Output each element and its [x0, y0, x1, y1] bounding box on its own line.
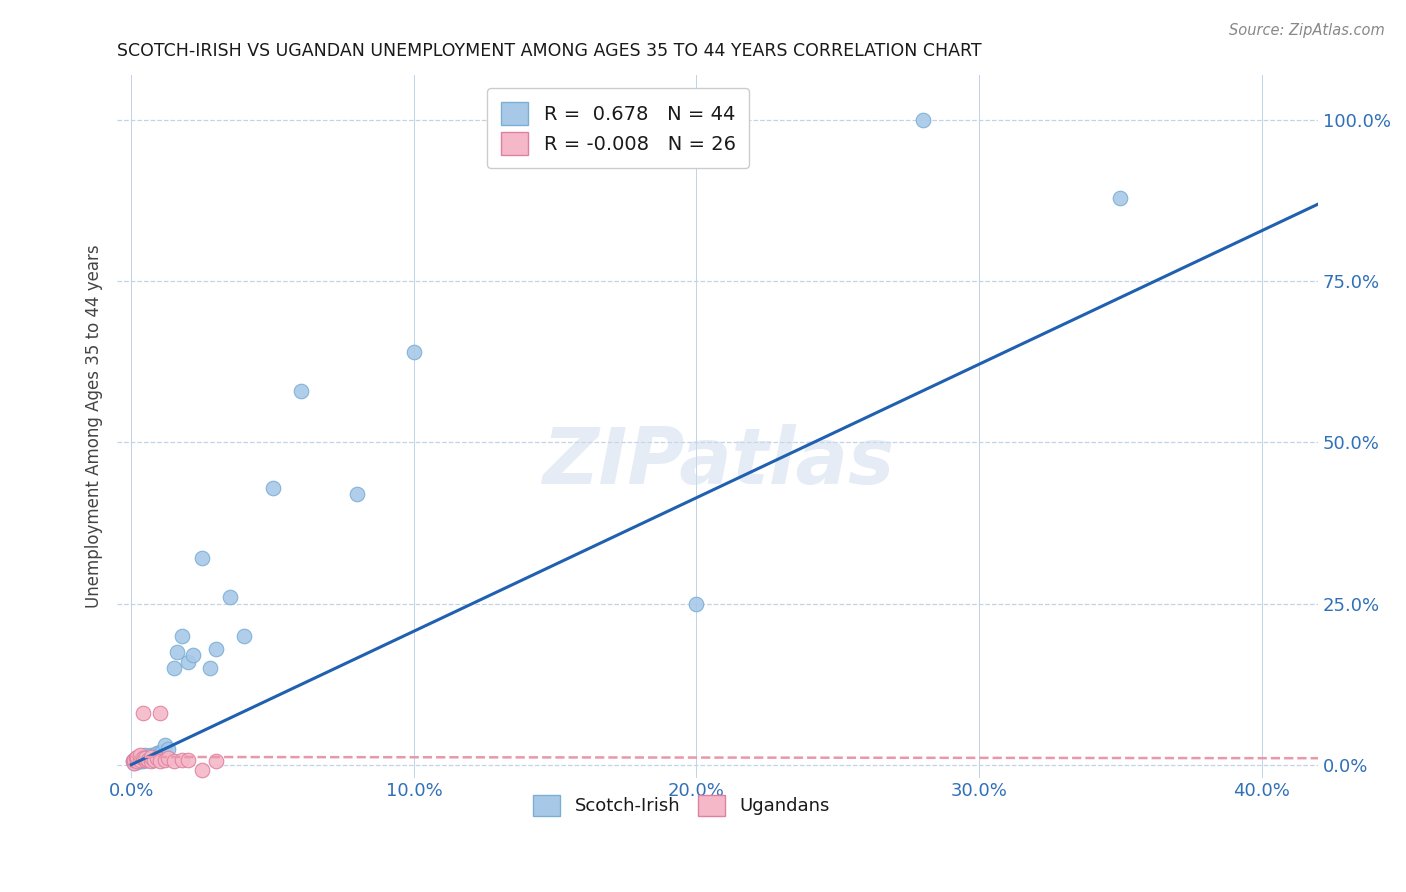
Point [131, 752, 153, 766]
Point [124, 751, 146, 765]
Point [142, 752, 165, 766]
Point [134, 751, 156, 765]
Point [134, 751, 156, 765]
Point [157, 751, 180, 765]
Point [131, 751, 153, 765]
Point [128, 750, 150, 764]
Point [139, 747, 162, 762]
Point [177, 753, 200, 767]
Point [205, 641, 228, 656]
Point [148, 745, 170, 759]
Point [128, 754, 150, 768]
Point [121, 755, 143, 769]
Point [125, 755, 148, 769]
Point [191, 763, 214, 777]
Point [142, 747, 165, 762]
Point [125, 755, 148, 769]
Point [139, 751, 162, 765]
Point [166, 645, 188, 659]
Text: Source: ZipAtlas.com: Source: ZipAtlas.com [1229, 23, 1385, 38]
Point [172, 629, 194, 643]
Point [155, 752, 177, 766]
Point [136, 750, 159, 764]
Point [205, 755, 228, 769]
Point [219, 590, 242, 604]
Point [128, 752, 150, 766]
Point [148, 755, 170, 769]
Point [191, 551, 214, 566]
Point [134, 753, 156, 767]
Point [121, 755, 143, 769]
Point [145, 746, 167, 760]
Point [148, 706, 170, 720]
Point [122, 752, 145, 766]
Point [163, 661, 186, 675]
Point [136, 752, 159, 766]
Point [145, 751, 167, 765]
Point [122, 756, 145, 770]
Point [122, 752, 145, 766]
Legend: Scotch-Irish, Ugandans: Scotch-Irish, Ugandans [524, 786, 839, 825]
Point [134, 747, 156, 762]
Point [346, 487, 368, 501]
Point [134, 753, 156, 767]
Point [177, 655, 200, 669]
Y-axis label: Unemployment Among Ages 35 to 44 years: Unemployment Among Ages 35 to 44 years [86, 244, 103, 608]
Point [152, 745, 174, 759]
Point [200, 661, 222, 675]
Point [183, 648, 205, 662]
Point [128, 747, 150, 762]
Point [136, 752, 159, 766]
Text: SCOTCH-IRISH VS UGANDAN UNEMPLOYMENT AMONG AGES 35 TO 44 YEARS CORRELATION CHART: SCOTCH-IRISH VS UGANDAN UNEMPLOYMENT AMO… [117, 42, 981, 60]
Point [172, 752, 194, 766]
Point [139, 750, 162, 764]
Point [157, 741, 180, 756]
Point [685, 597, 707, 611]
Point [124, 755, 146, 769]
Point [131, 755, 153, 769]
Point [544, 113, 567, 128]
Point [155, 739, 177, 753]
Point [402, 345, 425, 359]
Point [290, 384, 312, 398]
Point [131, 706, 153, 720]
Point [163, 755, 186, 769]
Text: ZIPatlas: ZIPatlas [541, 424, 894, 500]
Point [122, 756, 145, 770]
Point [1109, 191, 1132, 205]
Point [233, 629, 256, 643]
Point [125, 751, 148, 765]
Point [262, 481, 284, 495]
Point [125, 753, 148, 767]
Point [125, 750, 148, 764]
Point [128, 752, 150, 766]
Point [911, 113, 934, 128]
Point [139, 755, 162, 769]
Point [148, 747, 170, 762]
